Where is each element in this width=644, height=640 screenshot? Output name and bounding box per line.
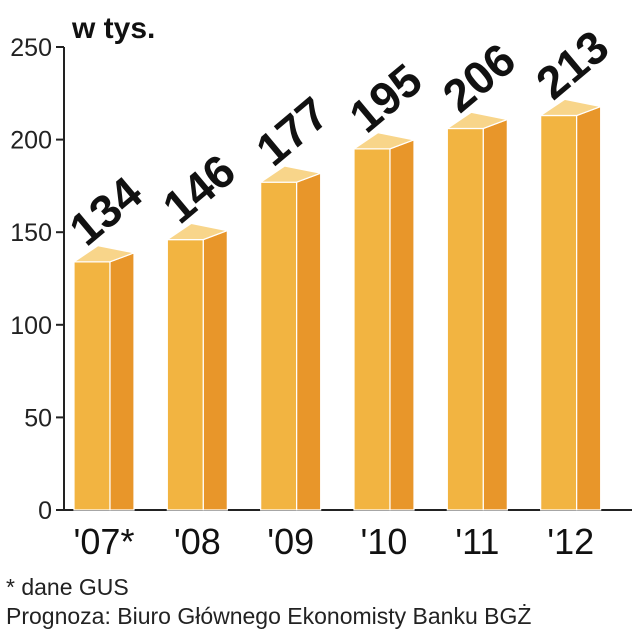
bar-top-face: [445, 111, 510, 130]
bar-front-face: [73, 261, 111, 511]
x-tick-label: '07*: [74, 521, 135, 562]
bar-top-face: [258, 165, 323, 183]
bar-front-face: [260, 181, 298, 511]
bar-value-label: 206: [433, 33, 525, 122]
unit-label: w tys.: [71, 12, 155, 45]
x-tick-label: '11: [455, 521, 499, 562]
bars: [72, 98, 603, 511]
x-tick-label: '08: [174, 521, 221, 562]
bar-front-face: [540, 114, 578, 511]
bar-side-face: [389, 138, 415, 511]
bar-side-face: [109, 251, 135, 511]
x-tick-label: '12: [547, 521, 594, 562]
bar: [352, 132, 417, 511]
bar: [72, 244, 137, 511]
bar-side-face: [576, 105, 602, 511]
y-tick-label: 150: [10, 219, 52, 247]
bar-front-face: [446, 127, 484, 511]
bar-side-face: [482, 118, 508, 511]
bar-value-label: 213: [526, 20, 618, 109]
y-tick-label: 200: [10, 127, 52, 155]
bar-top-face: [165, 222, 230, 241]
footnote-data-source: * dane GUS: [6, 574, 129, 600]
footnote-forecast-source: Prognoza: Biuro Głównego Ekonomisty Bank…: [6, 603, 532, 629]
bar-top-face: [538, 98, 603, 117]
y-tick-label: 100: [10, 312, 52, 340]
y-tick-label: 50: [24, 404, 52, 432]
y-axis: 0 50 100 150 200 250: [10, 34, 632, 525]
y-tick-label: 250: [10, 34, 52, 62]
bar: [258, 165, 323, 511]
labels: w tys. 134 '07* 146 '08 177 '09 195 '10 206 '11 213…: [59, 12, 618, 562]
bar-top-face: [72, 244, 137, 263]
bar-value-label: 177: [246, 87, 338, 176]
bar-value-label: 134: [59, 166, 152, 255]
bar-value-label: 146: [153, 144, 245, 233]
x-tick-label: '09: [267, 521, 314, 562]
bar: [165, 222, 230, 511]
y-tick-label: 0: [38, 497, 52, 525]
x-tick-label: '10: [361, 521, 408, 562]
bar-top-face: [352, 132, 417, 150]
bar-front-face: [353, 148, 391, 511]
bar: [445, 111, 510, 511]
bar: [538, 98, 603, 511]
bar-side-face: [296, 172, 322, 511]
bar-front-face: [166, 239, 204, 511]
bar-value-label: 195: [339, 53, 431, 142]
bar-side-face: [202, 229, 228, 511]
